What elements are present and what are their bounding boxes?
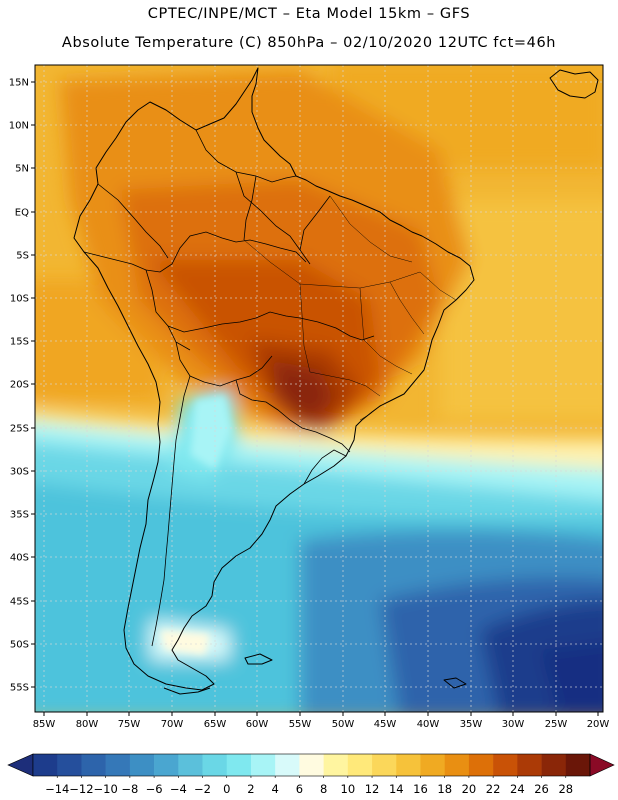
lat-tick-label: 5S (16, 251, 29, 262)
colorbar-tick-label: −12 (69, 782, 93, 796)
colorbar-swatch (372, 754, 397, 776)
latitude-labels: 15N 10N 5N EQ 5S 10S 15S 20S 25S 30S 35S 40S 45S 50S 5… (9, 78, 29, 694)
colorbar-swatch (347, 754, 373, 776)
longitude-axis (43, 712, 599, 716)
colorbar-tick-label: −2 (194, 782, 211, 796)
lon-tick-label: 65W (204, 719, 227, 730)
colorbar-swatch (33, 754, 58, 776)
lon-tick-label: 50W (332, 719, 355, 730)
lat-tick-label: 30S (10, 467, 29, 478)
lon-tick-label: 70W (161, 719, 184, 730)
lat-tick-label: 10S (10, 294, 29, 305)
lon-tick-label: 25W (545, 719, 568, 730)
colorbar-tick-label: 12 (365, 782, 380, 796)
colorbar-swatch (154, 754, 179, 776)
lat-tick-label: 25S (10, 424, 29, 435)
colorbar-swatch (226, 754, 252, 776)
colorbar-tick-label: 22 (486, 782, 501, 796)
colorbar-swatch (420, 754, 445, 776)
colorbar-swatch (565, 754, 591, 776)
colorbar-swatch (178, 754, 203, 776)
colorbar-swatch (105, 754, 131, 776)
colorbar-tick-label: 16 (413, 782, 428, 796)
lon-tick-label: 40W (417, 719, 440, 730)
lat-tick-label: 5N (15, 164, 29, 175)
colorbar-swatch (468, 754, 494, 776)
longitude-labels: 85W 80W 75W 70W 65W 60W 55W 50W 45W 40W 35W 30W 25W 2… (33, 719, 610, 730)
lon-tick-label: 60W (246, 719, 269, 730)
lon-tick-label: 75W (118, 719, 141, 730)
state-borders (243, 195, 457, 421)
lon-tick-label: 30W (502, 719, 525, 730)
lat-tick-label: 10N (9, 121, 29, 132)
colorbar-tick-label: −6 (146, 782, 163, 796)
temperature-field (35, 65, 603, 712)
colorbar-tick-label: 8 (320, 782, 327, 796)
colorbar-labels: −14 −12 −10 −8 −6 −4 −2 0 2 4 6 8 10 12 14 16 18 20 22 24 26… (45, 776, 573, 796)
colorbar-swatch (129, 754, 155, 776)
colorbar-swatch (541, 754, 567, 776)
colorbar-swatch (202, 754, 228, 776)
lat-tick-label: 45S (10, 597, 29, 608)
colorbar-swatch (57, 754, 82, 776)
colorbar-swatch (250, 754, 276, 776)
colorbar-tick-label: 0 (223, 782, 230, 796)
lon-tick-label: 35W (460, 719, 483, 730)
lat-tick-label: 15S (10, 337, 29, 348)
lat-tick-label: 40S (10, 553, 29, 564)
lat-tick-label: 35S (10, 510, 29, 521)
colorbar-swatch (275, 754, 300, 776)
colorbar-tick-label: 28 (558, 782, 573, 796)
colorbar-tick-label: 10 (341, 782, 356, 796)
lat-tick-label: 50S (10, 640, 29, 651)
colorbar-swatch (299, 754, 324, 776)
colorbar-tick-label: −14 (45, 782, 69, 796)
coastline (73, 67, 599, 695)
colorbar-tick-label: 14 (389, 782, 404, 796)
colorbar-tick-label: 4 (272, 782, 279, 796)
lat-tick-label: 55S (10, 683, 29, 694)
colorbar-swatch (81, 754, 106, 776)
lon-tick-label: 85W (33, 719, 56, 730)
colorbar-swatch (396, 754, 421, 776)
colorbar (7, 753, 615, 777)
colorbar-tick-label: 6 (296, 782, 303, 796)
lat-tick-label: EQ (15, 208, 29, 219)
plot-frame (34, 64, 604, 713)
latitude-axis (31, 81, 35, 688)
lon-tick-label: 20W (587, 719, 610, 730)
colorbar-tick-label: −4 (170, 782, 187, 796)
map-subtitle: Absolute Temperature (C) 850hPa – 02/10/… (61, 35, 557, 51)
colorbar-tick-label: 18 (437, 782, 452, 796)
lat-tick-label: 15N (9, 78, 29, 89)
lon-tick-label: 45W (374, 719, 397, 730)
colorbar-swatch (493, 754, 518, 776)
colorbar-tick-label: −10 (94, 782, 118, 796)
colorbar-tick-label: −8 (121, 782, 138, 796)
colorbar-swatch (517, 754, 542, 776)
country-borders (83, 129, 375, 647)
colorbar-swatch (444, 754, 470, 776)
colorbar-tick-label: 24 (510, 782, 525, 796)
colorbar-over-arrow (589, 753, 615, 777)
colorbar-frame (32, 753, 591, 777)
map-title: CPTEC/INPE/MCT – Eta Model 15km – GFS (147, 6, 471, 22)
colorbar-tick-label: 26 (534, 782, 549, 796)
colorbar-swatch (323, 754, 349, 776)
colorbar-under-arrow (7, 753, 34, 777)
lat-tick-label: 20S (10, 380, 29, 391)
colorbar-tick-label: 2 (247, 782, 254, 796)
lon-tick-label: 80W (76, 719, 99, 730)
lon-tick-label: 55W (289, 719, 312, 730)
colorbar-tick-label: 20 (462, 782, 477, 796)
